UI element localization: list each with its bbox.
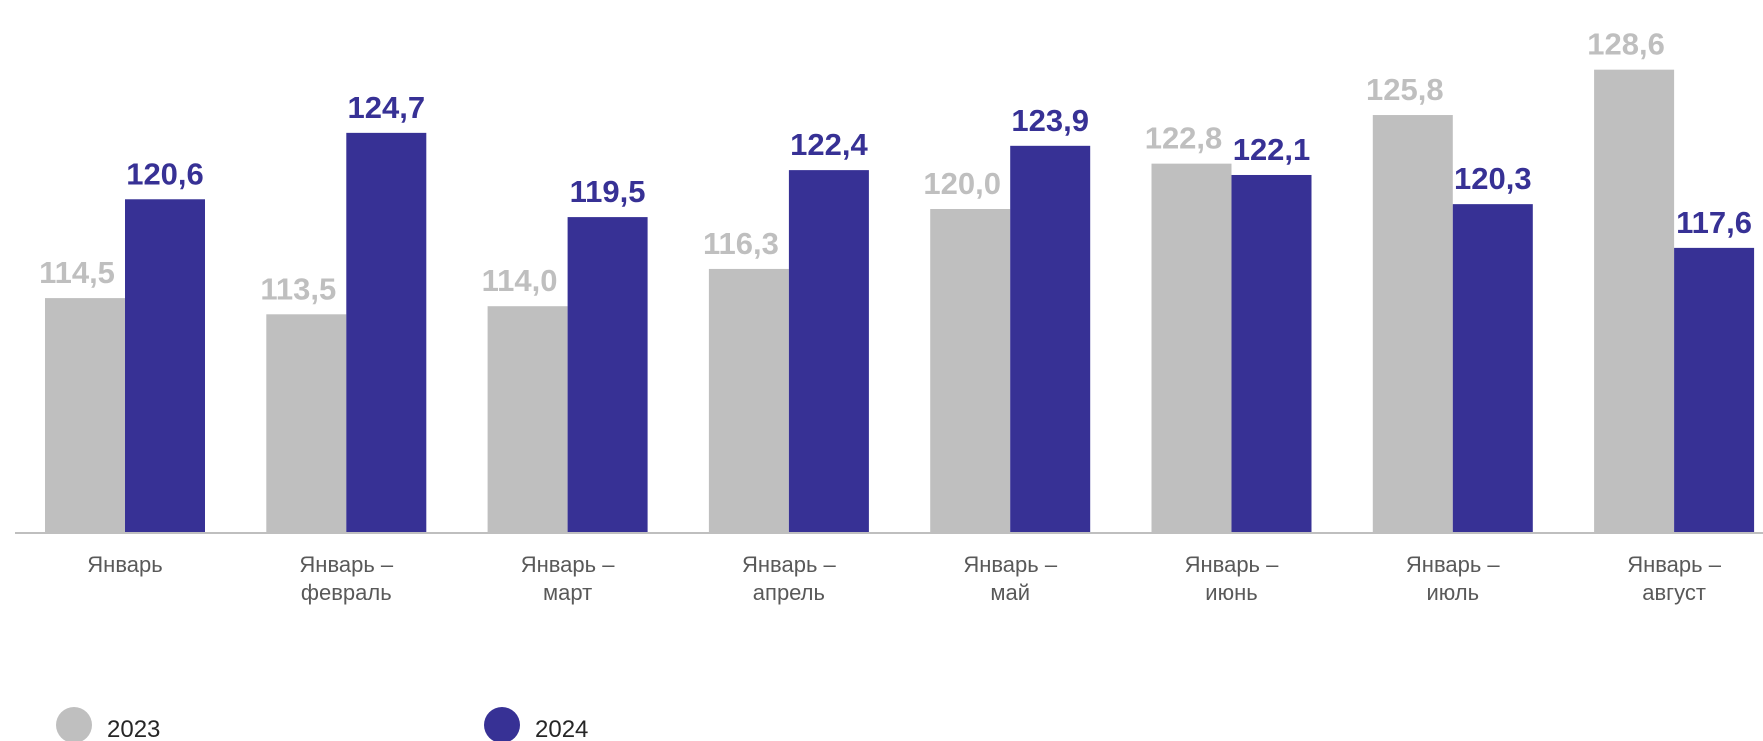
category-label-7-line-0: Январь – [1627, 552, 1722, 577]
legend: 2023 2024 [56, 707, 588, 741]
value-label-2023-7: 128,6 [1587, 27, 1665, 62]
value-label-2024-0: 120,6 [126, 156, 204, 191]
bar-2023-1 [266, 314, 347, 533]
category-label-3-line-0: Январь – [742, 552, 837, 577]
value-label-2024-4: 123,9 [1011, 103, 1089, 138]
bar-2023-4 [930, 209, 1011, 533]
value-label-2024-3: 122,4 [790, 127, 868, 162]
category-label-1-line-0: Январь – [299, 552, 394, 577]
value-label-2024-2: 119,5 [570, 174, 646, 209]
bar-2023-7 [1594, 69, 1675, 534]
category-label-7-line-1: август [1642, 580, 1706, 605]
bar-2024-4 [1010, 145, 1091, 533]
value-label-2023-2: 114,0 [482, 263, 558, 298]
category-label-0-line-0: Январь [87, 552, 162, 577]
value-label-2024-7: 117,6 [1676, 205, 1752, 240]
value-label-2023-0: 114,5 [39, 255, 115, 290]
bar-2024-1 [346, 132, 427, 534]
bar-2023-0 [45, 298, 125, 533]
value-label-2023-4: 120,0 [923, 166, 1001, 201]
bar-2023-6 [1372, 115, 1453, 533]
bar-2024-3 [788, 170, 869, 533]
category-label-3-line-1: апрель [753, 580, 825, 605]
category-labels-layer: Январь Январь – февраль Январь – март Январь … [87, 552, 1721, 605]
category-label-5-line-0: Январь – [1185, 552, 1280, 577]
legend-label-2023: 2023 [107, 716, 160, 741]
category-label-4-line-0: Январь – [963, 552, 1058, 577]
value-label-2024-5: 122,1 [1233, 132, 1311, 167]
category-label-4-line-1: май [990, 580, 1030, 605]
value-label-2023-3: 116,3 [703, 226, 779, 261]
bar-2023-3 [708, 268, 789, 533]
bar-2024-2 [567, 217, 648, 533]
category-label-5-line-1: июнь [1205, 580, 1257, 605]
legend-marker-2024 [484, 707, 520, 741]
bar-2024-5 [1231, 174, 1312, 534]
bars-layer [45, 69, 1755, 534]
bar-2024-0 [125, 199, 205, 533]
legend-label-2024: 2024 [535, 716, 588, 741]
bar-2023-5 [1151, 163, 1232, 533]
bar-2024-6 [1452, 204, 1533, 533]
category-label-2-line-0: Январь – [521, 552, 616, 577]
category-label-6-line-0: Январь – [1406, 552, 1501, 577]
value-label-2023-1: 113,5 [260, 271, 336, 306]
bar-2023-2 [487, 306, 568, 533]
value-label-2023-5: 122,8 [1145, 121, 1223, 156]
bar-2024-7 [1674, 247, 1755, 533]
value-label-2024-1: 124,7 [348, 90, 426, 125]
value-labels-layer: 114,5 120,6 113,5 124,7 114,0 119,5 116,3 122,4… [39, 27, 1752, 307]
value-label-2023-6: 125,8 [1366, 72, 1444, 107]
value-label-2024-6: 120,3 [1454, 161, 1532, 196]
category-label-1-line-1: февраль [301, 580, 392, 605]
category-label-2-line-1: март [543, 580, 592, 605]
category-label-6-line-1: июль [1426, 580, 1479, 605]
legend-marker-2023 [56, 707, 92, 741]
